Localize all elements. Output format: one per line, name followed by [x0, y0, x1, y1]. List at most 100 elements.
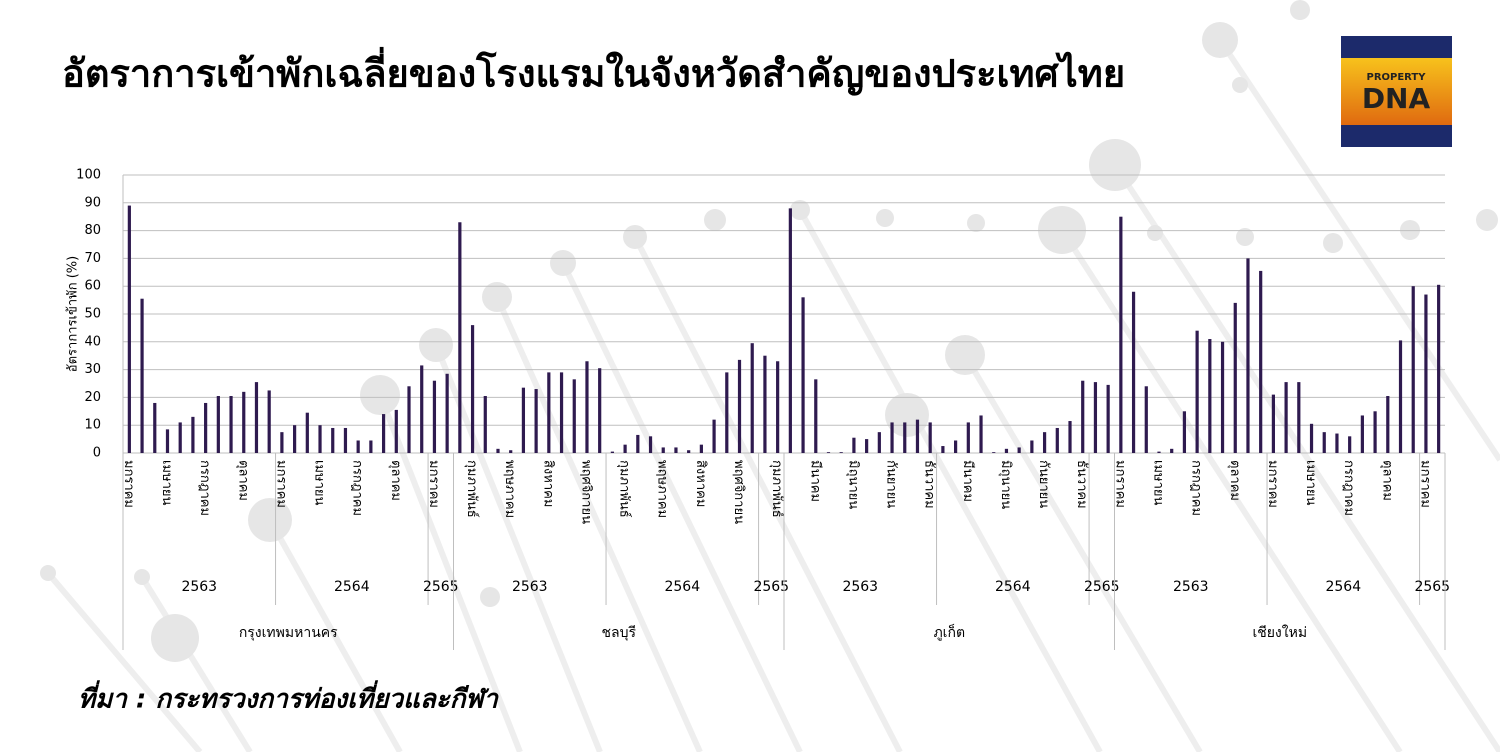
bar	[1131, 291, 1136, 453]
x-tick-label: กรกฎาคม	[1341, 460, 1356, 516]
bar	[1093, 382, 1098, 453]
y-tick-label: 50	[84, 307, 101, 322]
y-tick-label: 80	[84, 223, 101, 238]
y-tick-label: 60	[84, 279, 101, 294]
year-label: 2565	[1084, 579, 1120, 595]
bar	[356, 440, 360, 453]
background-decoration	[40, 0, 1500, 752]
group-label: กรุงเทพมหานคร	[239, 625, 338, 641]
y-tick-label: 100	[76, 168, 101, 183]
bar	[153, 402, 157, 453]
bar	[788, 208, 792, 453]
x-tick-label: มกราคม	[273, 460, 288, 508]
bar	[1322, 432, 1326, 453]
bar	[1017, 447, 1021, 453]
bar	[509, 450, 513, 453]
bar	[712, 419, 716, 453]
bar	[432, 380, 437, 453]
x-tick-label: มกราคม	[426, 460, 441, 508]
y-tick-label: 0	[93, 446, 101, 461]
year-label: 2563	[842, 579, 878, 595]
bar	[1246, 258, 1250, 453]
group-label: ภูเก็ต	[933, 623, 965, 641]
x-tick-label: เมษายน	[1150, 460, 1165, 505]
x-tick-label: กันยายน	[1036, 460, 1051, 508]
bar	[127, 205, 131, 453]
x-tick-label: พฤศจิกายน	[578, 460, 593, 524]
bar	[636, 434, 640, 453]
bar	[254, 382, 259, 453]
x-tick-label: กรกฎาคม	[1189, 460, 1204, 516]
bar	[267, 390, 271, 453]
bar	[890, 422, 894, 453]
bar	[280, 432, 284, 453]
x-tick-label: กรกฎาคม	[350, 460, 365, 516]
y-tick-label: 30	[84, 362, 101, 377]
bar	[1068, 421, 1072, 453]
x-tick-label: กรกฎาคม	[197, 460, 212, 516]
bar	[369, 440, 373, 453]
bar	[1284, 382, 1288, 453]
bar	[598, 368, 602, 453]
bar	[826, 452, 831, 453]
bar	[229, 396, 233, 453]
year-label: 2564	[995, 579, 1031, 595]
x-tick-label: ตุลาคม	[388, 460, 403, 501]
y-tick-label: 40	[84, 334, 101, 349]
bar	[585, 361, 589, 453]
bar	[394, 409, 398, 453]
source-note: ที่มา : กระทรวงการท่องเที่ยวและกีฬา	[78, 680, 499, 715]
bar	[725, 372, 729, 453]
bar	[381, 414, 386, 453]
bar	[547, 372, 551, 453]
x-tick-label: มีนาคม	[807, 460, 823, 502]
year-label: 2563	[512, 579, 548, 595]
bar	[496, 448, 500, 453]
year-label: 2565	[753, 579, 789, 595]
bar	[521, 387, 526, 453]
bar	[1437, 284, 1441, 453]
year-label: 2563	[1173, 579, 1209, 595]
bar	[903, 422, 907, 453]
bar	[572, 379, 576, 453]
bar	[1259, 270, 1263, 453]
x-tick-label: มกราคม	[1112, 460, 1127, 508]
y-tick-label: 70	[84, 251, 101, 266]
bar	[1386, 396, 1390, 453]
y-tick-label: 20	[84, 390, 101, 405]
year-label: 2563	[181, 579, 217, 595]
year-label: 2564	[334, 579, 370, 595]
bar	[954, 440, 958, 453]
bar	[1297, 382, 1301, 453]
year-label: 2564	[1325, 579, 1361, 595]
logo-top: PROPERTY	[1366, 72, 1426, 83]
bar	[865, 439, 869, 453]
x-tick-label: ตุลาคม	[1227, 460, 1242, 501]
bar	[915, 419, 920, 453]
logo-body	[1341, 58, 1452, 125]
bar	[814, 379, 818, 453]
bar	[1182, 411, 1187, 453]
x-tick-label: กุมภาพันธ์	[617, 460, 633, 518]
bar	[839, 452, 843, 453]
bar	[483, 396, 487, 453]
bar	[661, 447, 665, 453]
bar	[1119, 216, 1123, 453]
x-tick-label: กุมภาพันธ์	[464, 460, 480, 518]
x-tick-label: มกราคม	[1265, 460, 1280, 508]
bar	[1208, 339, 1212, 453]
bar	[343, 427, 348, 453]
x-tick-label: มกราคม	[121, 460, 136, 508]
x-tick-label: สิงหาคม	[540, 460, 555, 507]
bar	[699, 444, 703, 453]
bar	[140, 298, 144, 453]
x-tick-label: มีนาคม	[960, 460, 976, 502]
bar	[178, 422, 182, 453]
bar	[305, 412, 309, 453]
bar	[1360, 415, 1364, 453]
bar	[674, 447, 678, 453]
bar	[801, 297, 805, 453]
bar	[1233, 302, 1237, 453]
bar	[1157, 451, 1161, 453]
bar	[216, 396, 220, 453]
